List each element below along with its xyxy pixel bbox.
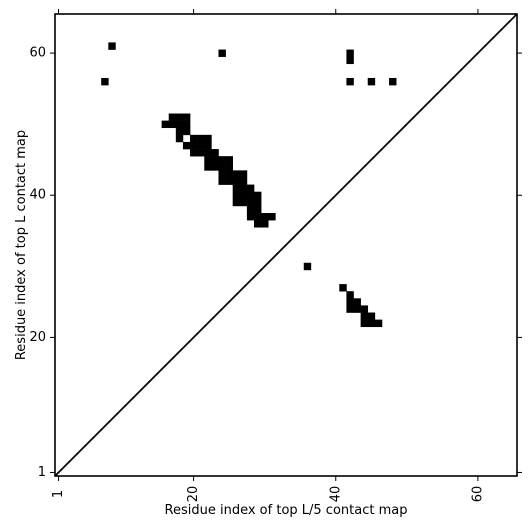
contact-cell (218, 177, 226, 185)
contact-cell (182, 113, 191, 121)
contact-cell (239, 177, 248, 185)
contact-cell (175, 127, 184, 136)
contact-cell (101, 77, 109, 86)
contact-cell (232, 184, 241, 192)
contact-cell (182, 127, 191, 136)
contact-cell (232, 177, 241, 185)
contact-cell (367, 319, 376, 328)
contact-cells (101, 42, 397, 328)
contact-cell (261, 220, 269, 228)
contact-cell (346, 291, 354, 299)
contact-cell (218, 49, 226, 57)
x-tick-label: 20 (186, 486, 201, 503)
x-axis-label: Residue index of top L/5 contact map (165, 503, 408, 518)
y-tick-label: 40 (29, 188, 46, 203)
contact-cell (204, 149, 212, 157)
contact-cell (218, 156, 226, 164)
x-axis-ticks: 1 20 40 60 (51, 9, 485, 502)
contact-cell (190, 149, 198, 157)
x-tick-label: 40 (328, 486, 343, 503)
contact-cell (211, 149, 219, 157)
contact-cell (346, 77, 354, 86)
contact-cell (204, 141, 212, 150)
contact-cell (218, 163, 226, 171)
contact-cell (190, 141, 198, 150)
contact-cell (232, 198, 241, 207)
contact-cell (182, 141, 191, 150)
contact-cell (190, 134, 198, 143)
contact-cell (374, 319, 383, 328)
y-axis-label: Residue index of top L contact map (14, 130, 29, 360)
contact-cell (303, 262, 312, 271)
contact-cell (346, 298, 354, 306)
contact-cell (346, 305, 354, 313)
contact-cell (232, 191, 241, 200)
contact-cell (168, 120, 177, 129)
contact-cell (239, 184, 248, 192)
contact-cell (225, 177, 233, 185)
contact-cell (225, 156, 233, 164)
contact-cell (168, 113, 177, 121)
contact-cell (161, 120, 170, 129)
contact-cell (239, 198, 248, 207)
contact-cell (254, 191, 262, 200)
contact-cell (211, 156, 219, 164)
x-tick-label: 1 (51, 490, 66, 498)
contact-cell (232, 170, 241, 178)
contact-cell (204, 134, 212, 143)
contact-cell (254, 198, 262, 207)
contact-cell (225, 170, 233, 178)
contact-cell (239, 170, 248, 178)
y-tick-label: 1 (38, 465, 46, 480)
contact-cell (360, 319, 369, 328)
contact-cell (346, 49, 354, 57)
contact-cell (197, 134, 205, 143)
contact-cell (197, 149, 205, 157)
contact-cell (360, 305, 369, 313)
x-tick-label: 60 (470, 486, 485, 503)
diagonal-line (54, 13, 518, 477)
contact-cell (108, 42, 116, 50)
contact-cell (360, 312, 369, 320)
y-axis-ticks: 1 20 40 60 (29, 46, 522, 480)
contact-cell (197, 141, 205, 150)
contact-cell (353, 305, 361, 313)
contact-cell (261, 213, 269, 221)
contact-cell (339, 284, 347, 292)
contact-cell (246, 205, 255, 214)
contact-cell (254, 220, 262, 228)
contact-cell (246, 191, 255, 200)
contact-cell (175, 134, 184, 143)
plot-frame (54, 13, 518, 477)
contact-cell (175, 113, 184, 121)
contact-cell (225, 163, 233, 171)
y-tick-label: 60 (29, 46, 46, 61)
contact-cell (254, 213, 262, 221)
contact-cell (246, 213, 255, 221)
contact-cell (353, 298, 361, 306)
contact-cell (204, 156, 212, 164)
y-tick-label: 20 (29, 330, 46, 345)
contact-cell (246, 198, 255, 207)
contact-cell (211, 163, 219, 171)
contact-cell (389, 77, 397, 86)
contact-cell (246, 184, 255, 192)
contact-cell (239, 191, 248, 200)
contact-cell (254, 205, 262, 214)
contact-cell (182, 120, 191, 129)
contact-cell (268, 213, 276, 221)
contact-cell (175, 120, 184, 129)
contact-cell (346, 56, 354, 65)
contact-cell (367, 77, 376, 86)
contact-cell (367, 312, 376, 320)
contact-cell (204, 163, 212, 171)
contact-cell (218, 170, 226, 178)
